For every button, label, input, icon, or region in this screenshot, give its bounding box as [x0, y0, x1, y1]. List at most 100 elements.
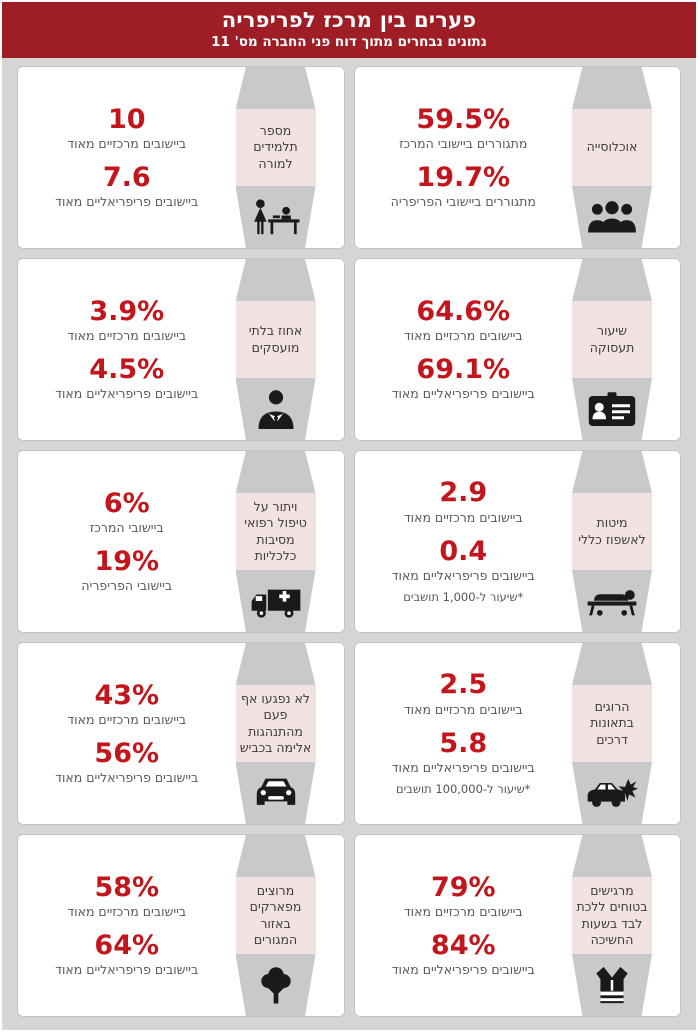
center-stat: 6% ביישובי המרכז	[89, 487, 164, 535]
periphery-label: ביישובים פריפריאליים מאוד	[391, 962, 535, 978]
tree-icon	[260, 967, 291, 1004]
periphery-value: 5.8	[439, 727, 488, 759]
page-header: פערים בין מרכז לפריפריה נתונים נבחרים מת…	[2, 2, 696, 58]
periphery-stat: 5.8 ביישובים פריפריאליים מאוד	[391, 727, 535, 775]
ribbon-icon-box	[235, 186, 316, 248]
category-ribbon: אוכלוסייה	[572, 67, 652, 248]
safety-vest-icon	[596, 966, 628, 1004]
center-label: ביישובים מרכזיים מאוד	[67, 712, 187, 727]
category-label: ויתור על טיפול רפואי מסיבות כלכליות	[235, 493, 316, 570]
card-stats: 43% ביישובים מרכזיים מאוד 56% ביישובים פ…	[18, 643, 236, 824]
periphery-label: ביישובים פריפריאליים מאוד	[391, 759, 535, 775]
periphery-value: 84%	[430, 930, 496, 961]
ribbon-icon-box	[235, 762, 316, 824]
category-ribbon: מרוצים מפארקים באזור המגורים	[235, 835, 316, 1016]
periphery-stat: 0.4 ביישובים פריפריאליים מאוד	[392, 535, 535, 583]
center-value: 2.9	[439, 477, 488, 509]
periphery-stat: 64% ביישובים פריפריאליים מאוד	[55, 931, 199, 978]
center-value: 59.5%	[416, 103, 511, 135]
ribbon-top-shape	[235, 67, 316, 109]
category-label: שיעור תעסוקה	[572, 301, 652, 378]
card-stats: 64.6% ביישובים מרכזיים מאוד 69.1% ביישוב…	[355, 259, 573, 440]
category-label: אוכלוסייה	[572, 109, 652, 186]
periphery-stat: 7.6 ביישובים פריפריאליים מאוד	[55, 163, 198, 209]
category-label: מרוצים מפארקים באזור המגורים	[235, 877, 316, 954]
category-label: מיטות לאשפוז כללי	[572, 493, 652, 570]
card-unemployment: אחוז בלתי מועסקים 3.9% ביישובים מרכזיים …	[17, 258, 345, 441]
center-value: 43%	[94, 679, 160, 711]
category-ribbon: אחוז בלתי מועסקים	[235, 259, 316, 440]
ribbon-top-shape	[572, 643, 652, 685]
center-value: 64.6%	[416, 295, 511, 327]
card-stats: 58% ביישובים מרכזיים מאוד 64% ביישובים פ…	[18, 835, 236, 1016]
center-label: ביישובים מרכזיים מאוד	[403, 509, 523, 525]
category-label: מרגישים בטוחים ללכת לבד בשעות החשיכה	[572, 877, 652, 954]
card-parks: מרוצים מפארקים באזור המגורים 58% ביישובי…	[17, 834, 345, 1017]
periphery-label: ביישובים פריפריאליים מאוד	[55, 770, 199, 786]
ribbon-top-shape	[572, 67, 652, 109]
center-label: ביישובים מרכזיים מאוד	[403, 701, 523, 717]
center-stat: 2.5 ביישובים מרכזיים מאוד	[403, 669, 523, 717]
ribbon-top-shape	[572, 835, 652, 877]
periphery-label: ביישובים פריפריאליים מאוד	[55, 386, 199, 402]
page-subtitle: נתונים נבחרים מתוך דוח פני החברה מס' 11	[211, 34, 487, 50]
periphery-stat: 56% ביישובים פריפריאליים מאוד	[55, 739, 199, 786]
category-ribbon: ויתור על טיפול רפואי מסיבות כלכליות	[235, 451, 316, 632]
periphery-label: מתגוררים ביישובי הפריפריה	[390, 194, 536, 210]
periphery-value: 0.4	[439, 535, 488, 567]
center-stat: 43% ביישובים מרכזיים מאוד	[67, 679, 187, 727]
center-value: 58%	[94, 871, 160, 903]
periphery-label: ביישובים פריפריאליים מאוד	[391, 386, 535, 402]
center-value: 6%	[103, 487, 150, 519]
stat-footnote: *שיעור ל-100,000 תושבים	[395, 781, 531, 796]
card-stats: 79% ביישובים מרכזיים מאוד 84% ביישובים פ…	[355, 835, 573, 1016]
card-stats: 3.9% ביישובים מרכזיים מאוד 4.5% ביישובים…	[18, 259, 236, 440]
category-label: אחוז בלתי מועסקים	[235, 301, 316, 378]
center-stat: 3.9% ביישובים מרכזיים מאוד	[67, 297, 186, 343]
center-stat: 64.6% ביישובים מרכזיים מאוד	[403, 295, 523, 343]
category-ribbon: מספר תלמידים למורה	[235, 67, 316, 248]
center-stat: 59.5% מתגוררים ביישובי המרכז	[399, 103, 528, 151]
ribbon-icon-box	[572, 186, 652, 248]
category-ribbon: מיטות לאשפוז כללי	[572, 451, 652, 632]
card-road-fatalities: הרוגים בתאונות דרכים 2.5 ביישובים מרכזיי…	[353, 642, 681, 825]
card-students-per-teacher: מספר תלמידים למורה 10 בייש	[17, 66, 345, 249]
periphery-label: ביישובים פריפריאליים מאוד	[55, 962, 199, 978]
teacher-student-icon	[253, 199, 299, 235]
category-ribbon: מרגישים בטוחים ללכת לבד בשעות החשיכה	[572, 835, 652, 1016]
periphery-stat: 4.5% ביישובים פריפריאליים מאוד	[55, 355, 199, 402]
card-stats: 6% ביישובי המרכז 19% ביישובי הפריפריה	[18, 451, 236, 632]
periphery-stat: 69.1% ביישובים פריפריאליים מאוד	[391, 355, 535, 402]
ribbon-icon-box	[572, 954, 652, 1016]
category-ribbon: הרוגים בתאונות דרכים	[572, 643, 652, 824]
center-stat: 2.9 ביישובים מרכזיים מאוד	[403, 477, 523, 525]
card-stats: 2.9 ביישובים מרכזיים מאוד 0.4 ביישובים פ…	[355, 451, 573, 632]
ribbon-top-shape	[572, 451, 652, 493]
category-label: מספר תלמידים למורה	[235, 109, 316, 186]
ribbon-top-shape	[235, 451, 316, 493]
center-label: מתגוררים ביישובי המרכז	[399, 136, 528, 151]
ribbon-top-shape	[572, 259, 652, 301]
ribbon-top-shape	[235, 259, 316, 301]
center-label: ביישובים מרכזיים מאוד	[403, 328, 523, 343]
center-value: 10	[107, 103, 146, 135]
car-front-icon	[256, 778, 295, 805]
periphery-stat: 84% ביישובים פריפריאליים מאוד	[391, 930, 535, 978]
center-value: 79%	[430, 871, 496, 903]
center-label: ביישובי המרכז	[89, 520, 164, 535]
card-employment-rate: שיעור תעסוקה 64.6% ביישובי	[353, 258, 681, 441]
card-hospital-beds: מיטות לאשפוז כללי 2.9 ביישובים מרכזיים מ…	[353, 450, 681, 633]
page-title: פערים בין מרכז לפריפריה	[221, 8, 477, 32]
businessman-icon	[258, 390, 293, 429]
category-ribbon: שיעור תעסוקה	[572, 259, 652, 440]
ribbon-top-shape	[235, 643, 316, 685]
category-ribbon: לא נפגעו אף פעם מהתנהגות אלימה בכביש	[235, 643, 316, 824]
car-crash-icon	[587, 778, 638, 807]
ribbon-top-shape	[235, 835, 316, 877]
card-stats: 2.5 ביישובים מרכזיים מאוד 5.8 ביישובים פ…	[355, 643, 573, 824]
center-value: 2.5	[439, 669, 488, 701]
ribbon-icon-box	[235, 570, 316, 632]
stats-grid: אוכלוסייה 59.5% מתגוררים ביישובי המרכז 1…	[2, 58, 696, 1017]
center-label: ביישובים מרכזיים מאוד	[67, 136, 187, 151]
center-stat: 79% ביישובים מרכזיים מאוד	[404, 871, 523, 919]
